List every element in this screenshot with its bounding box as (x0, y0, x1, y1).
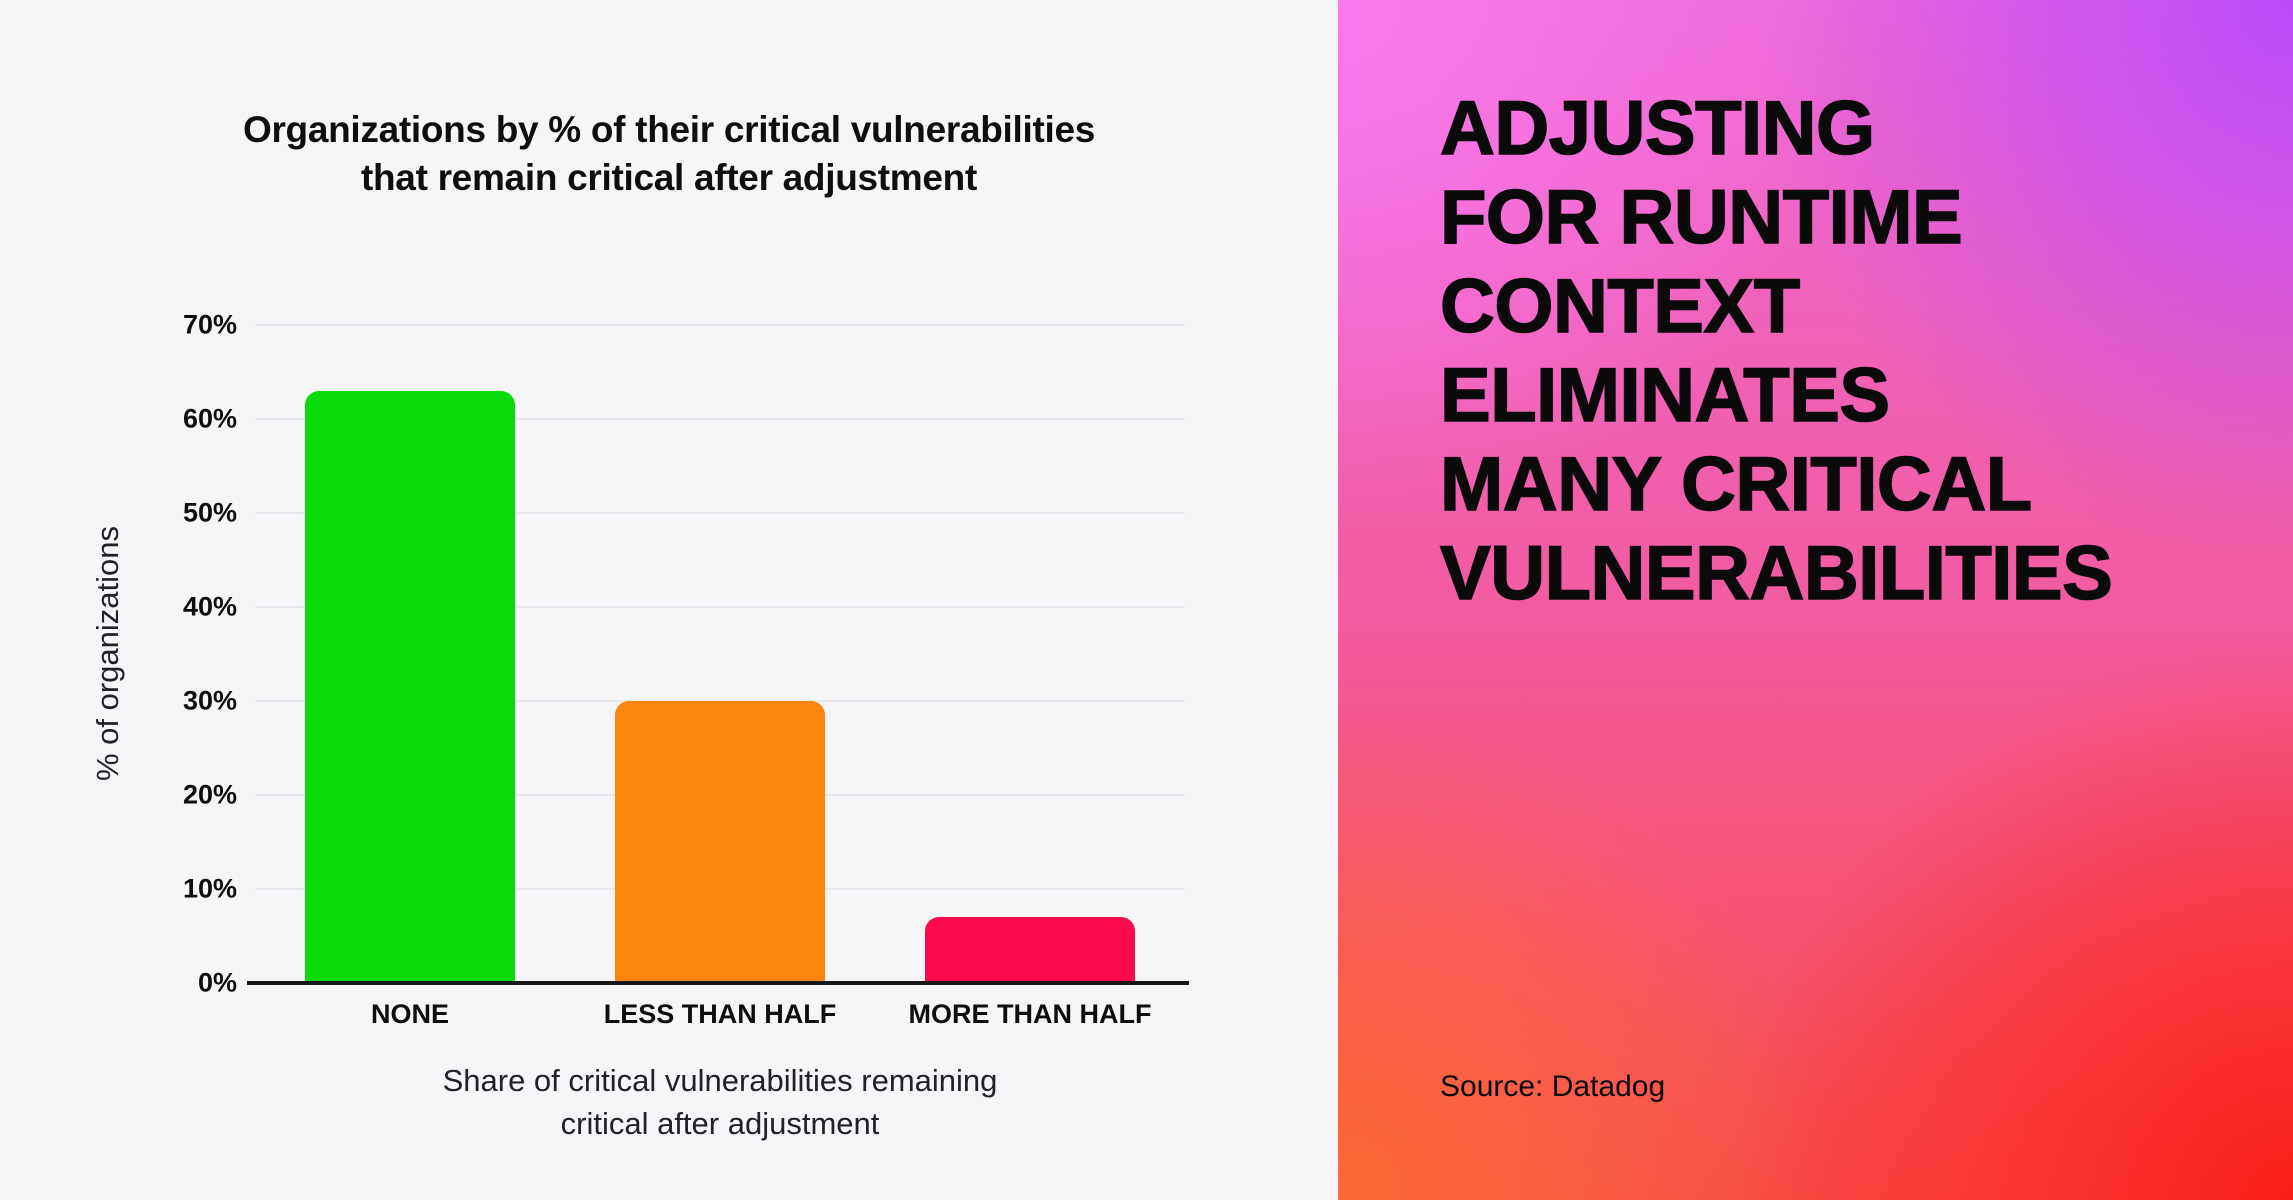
plot-area: Share of critical vulnerabilities remain… (183, 310, 1189, 1141)
bar-less-than-half (615, 701, 825, 983)
x-category-label-none: NONE (370, 999, 449, 1029)
gridline-40 (255, 606, 1185, 609)
chart-panel: Organizations by % of their critical vul… (40, 106, 1298, 1142)
gradient-panel: ADJUSTING FOR RUNTIME CONTEXT ELIMINATES… (1338, 0, 2293, 1200)
gridline-60 (255, 418, 1185, 420)
y-tick-label-60pct: 60% (182, 403, 237, 434)
headline: ADJUSTING FOR RUNTIME CONTEXT ELIMINATES… (1439, 84, 2113, 618)
y-tick-label-30pct: 30% (182, 685, 237, 716)
x-axis-title-line-2: critical after adjustment (560, 1106, 880, 1142)
y-tick-label-70pct: 70% (182, 309, 237, 340)
y-tick-label-40pct: 40% (182, 591, 237, 622)
y-tick-label-0pct: 0% (197, 967, 237, 998)
y-tick-label-10pct: 10% (182, 873, 237, 904)
y-axis-title-wrap: % of organizations (84, 325, 132, 983)
headline-line-1: ADJUSTING (1439, 85, 1876, 172)
gridline-50 (255, 512, 1185, 514)
headline-line-6: VULNERABILITIES (1439, 530, 2113, 617)
headline-line-3: CONTEXT (1439, 263, 1801, 350)
x-category-label-less-than-half: LESS THAN HALF (603, 999, 837, 1029)
x-category-label-more-than-half: MORE THAN HALF (908, 999, 1152, 1029)
x-axis-title: Share of critical vulnerabilities remain… (310, 1059, 1130, 1146)
chart-title-line-1: Organizations by % of their critical vul… (242, 109, 1096, 150)
y-tick-label-20pct: 20% (182, 779, 237, 810)
y-axis-title: % of organizations (90, 526, 125, 782)
source-text: Source: Datadog (1440, 1070, 1666, 1103)
gridline-70 (255, 324, 1185, 326)
headline-line-2: FOR RUNTIME (1439, 174, 1963, 261)
x-axis-line (247, 981, 1189, 985)
headline-line-4: ELIMINATES (1439, 352, 1891, 439)
headline-line-5: MANY CRITICAL (1439, 441, 2033, 528)
chart-title-line-2: that remain critical after adjustment (360, 157, 978, 199)
x-axis-title-line-1: Share of critical vulnerabilities remain… (442, 1063, 998, 1098)
y-tick-label-50pct: 50% (182, 497, 237, 528)
bar-none (305, 390, 515, 983)
chart-title: Organizations by % of their critical vul… (40, 106, 1298, 202)
bar-more-than-half (925, 917, 1135, 983)
